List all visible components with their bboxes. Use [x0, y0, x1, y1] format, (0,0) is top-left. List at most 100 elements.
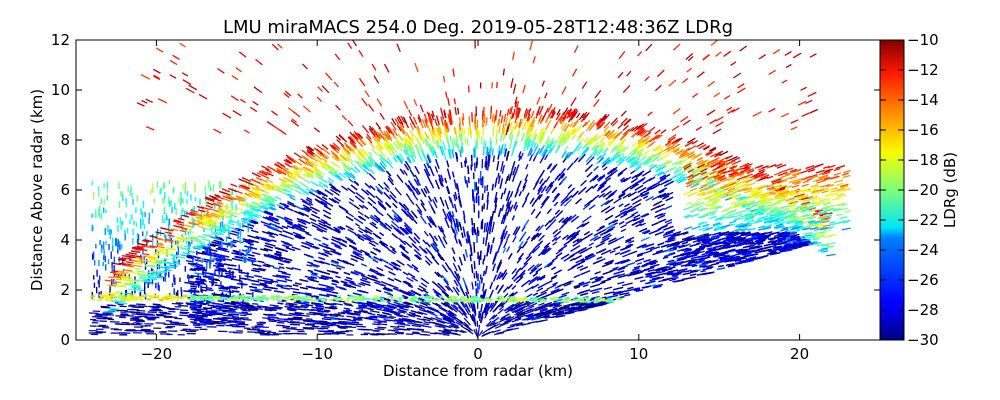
ldr-pixel — [449, 218, 453, 225]
ldr-pixel — [484, 307, 490, 316]
ldr-pixel — [625, 239, 632, 244]
ldr-pixel — [179, 311, 190, 314]
ldr-pixel — [406, 276, 414, 282]
ldr-pixel — [330, 263, 338, 267]
ldr-pixel — [400, 323, 411, 327]
ldr-pixel — [525, 305, 535, 311]
ldr-pixel — [389, 190, 397, 199]
ldr-pixel — [457, 306, 465, 314]
ldr-pixel — [284, 216, 293, 222]
ldr-pixel — [515, 323, 525, 327]
ldr-pixel — [522, 179, 528, 189]
ldr-pixel — [627, 191, 637, 198]
ldr-pixel — [357, 236, 365, 242]
ldr-pixel — [150, 305, 161, 308]
ldr-pixel — [213, 264, 221, 268]
ldr-pixel — [333, 226, 341, 231]
ldr-pixel — [435, 316, 443, 321]
ldr-pixel — [216, 312, 227, 315]
ldr-pixel — [394, 187, 402, 196]
ldr-pixel — [518, 155, 522, 162]
ldr-pixel — [492, 321, 499, 326]
ldr-pixel — [640, 222, 646, 227]
ldr-pixel — [500, 160, 504, 172]
ldr-pixel — [361, 309, 368, 313]
ldr-pixel — [672, 254, 683, 259]
ldr-pixel — [501, 272, 508, 281]
ldr-pixel — [446, 168, 452, 180]
ldr-pixel — [281, 225, 289, 229]
ldr-pixel — [618, 221, 625, 225]
ldr-pixel — [241, 302, 251, 305]
ldr-pixel — [194, 272, 204, 276]
ldr-pixel — [624, 214, 635, 221]
ldr-pixel — [735, 244, 743, 247]
ldr-pixel — [455, 319, 463, 325]
ldr-pixel — [633, 287, 641, 290]
ldr-pixel — [528, 302, 538, 308]
ldr-pixel — [499, 316, 506, 321]
ldr-pixel — [489, 281, 494, 290]
ldr-pixel — [523, 219, 530, 228]
ldr-pixel — [393, 215, 401, 223]
ldr-pixel — [369, 315, 377, 318]
ldr-pixel — [324, 201, 334, 207]
ldr-pixel — [584, 303, 592, 306]
ldr-pixel — [575, 198, 582, 205]
ldr-pixel — [284, 206, 294, 212]
ldr-pixel — [516, 308, 526, 315]
ldr-pixel — [511, 318, 522, 323]
ldr-pixel — [417, 328, 425, 331]
ldr-pixel — [386, 304, 398, 309]
ldr-pixel — [375, 248, 381, 253]
ldr-pixel — [156, 305, 165, 308]
ldr-pixel — [440, 227, 447, 238]
ldr-pixel — [264, 242, 276, 247]
ldr-pixel — [221, 269, 227, 272]
ldr-pixel — [619, 207, 627, 213]
ldr-pixel — [369, 268, 379, 273]
ldr-pixel — [457, 264, 462, 272]
ldr-pixel — [403, 301, 412, 306]
ldr-pixel — [417, 210, 423, 216]
ldr-pixel — [473, 308, 477, 317]
ldr-pixel — [338, 237, 348, 243]
ldr-pixel — [412, 314, 422, 318]
ldr-pixel — [264, 308, 275, 311]
ldr-pixel — [548, 310, 556, 314]
ldr-pixel — [518, 240, 524, 249]
ldr-pixel — [388, 215, 395, 221]
ldr-pixel — [576, 265, 584, 270]
ldr-pixel — [437, 282, 444, 289]
ldr-pixel — [535, 225, 541, 232]
ldr-pixel — [372, 240, 379, 246]
ldr-pixel — [430, 332, 437, 335]
ldr-pixel — [609, 250, 616, 254]
ldr-pixel — [446, 185, 451, 195]
ldr-pixel — [645, 246, 655, 251]
ldr-pixel — [349, 197, 355, 202]
ldr-pixel — [303, 301, 310, 304]
ldr-pixel — [393, 301, 401, 305]
ldr-pixel — [338, 320, 346, 323]
ldr-pixel — [408, 314, 416, 318]
ldr-pixel — [488, 302, 493, 309]
ldr-pixel — [383, 286, 393, 291]
ldr-pixel — [593, 165, 599, 172]
ldr-pixel — [251, 308, 259, 311]
ldr-pixel — [325, 321, 336, 325]
ldr-pixel — [581, 215, 592, 223]
ldr-pixel — [525, 308, 535, 313]
ldr-pixel — [546, 284, 557, 290]
ldr-pixel — [199, 303, 207, 306]
ldr-pixel — [585, 254, 596, 261]
ldr-pixel — [432, 220, 437, 228]
ldr-pixel — [468, 235, 471, 246]
ldr-pixel — [465, 157, 468, 164]
ldr-pixel — [442, 316, 451, 322]
ldr-pixel — [283, 314, 293, 317]
ldr-pixel — [217, 300, 225, 303]
ldr-pixel — [431, 302, 441, 308]
ldr-pixel — [563, 198, 572, 207]
ldr-pixel — [552, 304, 562, 309]
